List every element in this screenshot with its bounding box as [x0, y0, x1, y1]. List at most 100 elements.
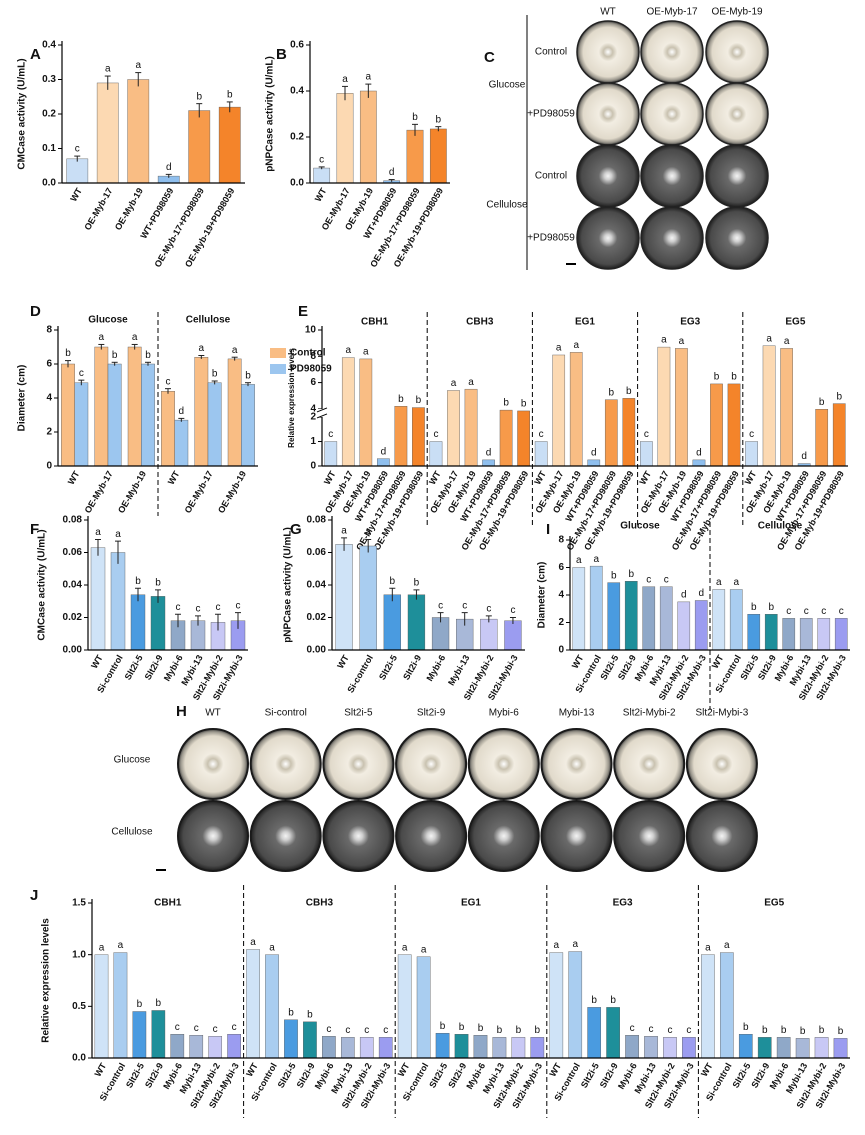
- bar: [762, 345, 776, 467]
- bar: [569, 352, 583, 467]
- bar: [127, 79, 150, 184]
- y-axis-label: Diameter (cm): [17, 365, 28, 432]
- bar: [107, 363, 122, 467]
- bar: [429, 128, 447, 184]
- y-tick-label: 0: [46, 461, 52, 472]
- panel-letter: E: [298, 303, 308, 320]
- photo-column-label: OE-Myb-19: [711, 7, 763, 18]
- bar: [814, 1037, 829, 1059]
- significance-letter: c: [433, 429, 438, 440]
- culture-dish: [576, 144, 640, 208]
- y-tick-label: 2: [558, 617, 564, 628]
- significance-letter: c: [216, 602, 221, 613]
- significance-letter: c: [326, 1024, 331, 1035]
- y-tick-label: 0.08: [63, 515, 83, 526]
- bar: [130, 594, 146, 651]
- bar: [61, 363, 75, 467]
- bar: [161, 391, 175, 467]
- bar: [464, 388, 478, 467]
- bar: [265, 954, 279, 1059]
- significance-letter: b: [743, 1022, 749, 1033]
- bar: [359, 1037, 374, 1059]
- y-tick-label: 4: [310, 404, 316, 415]
- group-title: CBH1: [361, 317, 389, 328]
- significance-letter: a: [705, 942, 711, 953]
- significance-letter: b: [626, 386, 632, 397]
- x-tick-label: WT: [427, 469, 443, 487]
- significance-letter: c: [630, 1023, 635, 1034]
- bar: [90, 547, 106, 651]
- group-title: Glucose: [88, 315, 128, 326]
- significance-letter: b: [610, 995, 616, 1006]
- bar: [151, 1010, 166, 1059]
- significance-letter: a: [135, 60, 141, 71]
- bar: [378, 1037, 393, 1059]
- culture-dish: [613, 728, 686, 800]
- significance-letter: a: [661, 335, 667, 346]
- culture-dish: [322, 728, 395, 800]
- significance-letter: c: [686, 1025, 691, 1036]
- significance-letter: a: [573, 340, 579, 351]
- significance-letter: a: [766, 333, 772, 344]
- bar: [218, 106, 241, 184]
- bar: [74, 382, 89, 467]
- y-tick-label: 10: [305, 325, 317, 336]
- photo-column-label: Slt2i-9: [417, 708, 446, 719]
- x-tick-label: WT: [68, 186, 84, 204]
- culture-dish: [322, 800, 395, 872]
- culture-dish: [395, 800, 468, 872]
- panel-letter: H: [176, 703, 187, 720]
- bar: [604, 399, 618, 467]
- y-tick-label: 1.5: [72, 898, 86, 909]
- significance-letter: b: [135, 576, 141, 587]
- bar: [96, 82, 119, 184]
- bar: [359, 358, 373, 467]
- y-tick-label: 0.04: [63, 580, 83, 591]
- bar: [473, 1035, 488, 1059]
- x-tick-label: WT: [89, 653, 105, 671]
- group-title: CBH1: [154, 898, 182, 909]
- y-tick-label: 0.02: [307, 612, 327, 623]
- photo-column-label: Slt2i-Mybi-2: [623, 708, 676, 719]
- bar: [447, 390, 460, 467]
- panel-letter: J: [30, 887, 38, 904]
- x-tick-label: WT: [335, 653, 351, 671]
- group-title: Cellulose: [758, 521, 803, 532]
- photo-column-label: WT: [600, 7, 616, 18]
- significance-letter: c: [649, 1024, 654, 1035]
- bar: [241, 384, 255, 467]
- y-tick-label: 1: [310, 436, 316, 447]
- x-tick-label: WT: [313, 186, 329, 204]
- significance-letter: b: [307, 1009, 313, 1020]
- y-tick-label: 0.2: [290, 132, 304, 143]
- bar: [110, 552, 126, 651]
- group-title: EG5: [785, 317, 805, 328]
- significance-letter: b: [611, 570, 617, 581]
- significance-letter: d: [381, 446, 387, 457]
- y-axis-label: pNPCase activity (U/mL): [283, 527, 294, 643]
- bar: [94, 954, 109, 1059]
- bar: [776, 1037, 791, 1059]
- significance-letter: c: [539, 429, 544, 440]
- x-tick-label: OE-Myb-17: [183, 469, 215, 515]
- bar: [127, 346, 142, 467]
- significance-letter: b: [781, 1025, 787, 1036]
- bar: [324, 441, 338, 467]
- significance-letter: a: [679, 336, 685, 347]
- culture-dish: [685, 800, 758, 872]
- significance-letter: b: [390, 576, 396, 587]
- significance-letter: b: [112, 350, 118, 361]
- significance-letter: b: [521, 399, 527, 410]
- y-tick-label: 0.08: [307, 515, 327, 526]
- significance-letter: c: [839, 606, 844, 617]
- significance-letter: c: [510, 605, 515, 616]
- significance-letter: a: [733, 577, 739, 588]
- bar: [407, 594, 426, 651]
- y-tick-label: 0.4: [290, 86, 304, 97]
- culture-dish: [249, 728, 322, 800]
- y-tick-label: 0.0: [42, 178, 56, 189]
- significance-letter: c: [486, 604, 491, 615]
- bar: [480, 618, 498, 651]
- y-tick-label: 0.5: [72, 1001, 86, 1012]
